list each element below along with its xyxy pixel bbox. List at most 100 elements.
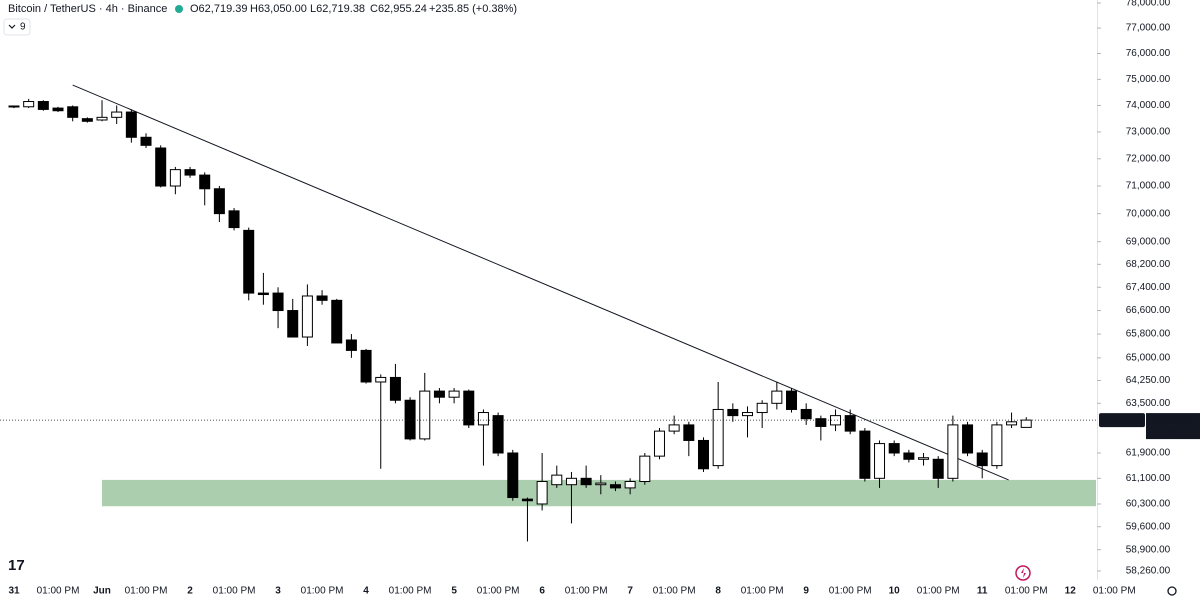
- candle-body: [742, 412, 753, 417]
- candle-body: [668, 424, 680, 432]
- y-tick-label: 76,000.00: [1126, 48, 1171, 59]
- status-dot: [175, 5, 183, 13]
- candle-body: [96, 116, 108, 121]
- x-tick-label: 01:00 PM: [37, 586, 80, 597]
- candle-body: [228, 210, 240, 229]
- candle-body: [903, 452, 915, 460]
- candle-body: [301, 295, 313, 338]
- candle-body: [257, 292, 269, 296]
- candle-body: [1006, 421, 1018, 426]
- candle-body: [507, 452, 519, 499]
- candle-body: [448, 390, 460, 398]
- x-tick-label: Jun: [93, 586, 111, 597]
- candle-body: [111, 111, 123, 118]
- y-tick-label: 77,000.00: [1126, 23, 1171, 34]
- candle-body: [683, 424, 695, 441]
- candle-body: [213, 188, 225, 215]
- candle-body: [389, 376, 401, 401]
- x-tick-label: 01:00 PM: [565, 586, 608, 597]
- candle-body: [830, 415, 842, 426]
- indicator-button[interactable]: [3, 18, 31, 36]
- candle-body: [37, 101, 49, 110]
- candle-body: [639, 455, 651, 483]
- candle-body: [815, 418, 827, 427]
- candle-body: [81, 118, 93, 122]
- indicator-toggle[interactable]: 9: [3, 18, 31, 36]
- y-tick-label: 61,900.00: [1126, 448, 1171, 459]
- x-tick-label: 01:00 PM: [829, 586, 872, 597]
- x-tick-label: 8: [715, 586, 721, 597]
- candle-body: [727, 408, 739, 417]
- y-tick-label: 72,000.00: [1126, 153, 1171, 164]
- candle-body: [918, 457, 930, 460]
- candle-body: [976, 452, 988, 467]
- candle-body: [243, 229, 255, 294]
- x-tick-label: 01:00 PM: [653, 586, 696, 597]
- candle-body: [169, 169, 181, 187]
- candle-body: [184, 169, 196, 176]
- y-tick-label: 64,250.00: [1126, 375, 1171, 386]
- candle-body: [1020, 419, 1032, 428]
- candle-body: [756, 402, 768, 414]
- candle-body: [962, 424, 974, 454]
- candle-body: [8, 105, 20, 108]
- x-tick-label: 01:00 PM: [1093, 586, 1136, 597]
- candle-body: [947, 424, 959, 479]
- x-tick-label: 01:00 PM: [389, 586, 432, 597]
- candle-body: [595, 482, 607, 486]
- trendline: [72, 84, 1009, 481]
- chevron: [8, 24, 16, 29]
- x-tick-label: 01:00 PM: [213, 586, 256, 597]
- candle-body: [287, 310, 299, 338]
- y-tick-label: 65,000.00: [1126, 353, 1171, 364]
- price-axis-border: [1097, 0, 1098, 580]
- ohlc-high: H63,050.00: [250, 3, 307, 15]
- candle-body: [23, 101, 35, 108]
- x-tick-label: 10: [889, 586, 901, 597]
- y-tick-label: 66,600.00: [1126, 305, 1171, 316]
- candle-body: [404, 399, 416, 440]
- candle-body: [125, 111, 137, 138]
- y-tick-label: 63,500.00: [1126, 398, 1171, 409]
- candle-body: [800, 408, 812, 420]
- y-tick-label: 73,000.00: [1126, 127, 1171, 138]
- candle-body: [771, 390, 783, 404]
- y-tick-label: 74,000.00: [1126, 100, 1171, 111]
- candle-body: [331, 299, 343, 344]
- y-tick-label: 68,200.00: [1126, 259, 1171, 270]
- x-tick-label: 9: [803, 586, 809, 597]
- x-tick-label: 01:00 PM: [1005, 586, 1048, 597]
- lightning-icon[interactable]: [1015, 565, 1031, 581]
- y-tick-label: 60,300.00: [1126, 499, 1171, 510]
- y-tick-label: 69,000.00: [1126, 236, 1171, 247]
- candle-body: [140, 136, 152, 146]
- candle-body: [653, 430, 665, 457]
- candle-body: [712, 408, 724, 467]
- candle-body: [609, 484, 621, 489]
- x-tick-label: 01:00 PM: [741, 586, 784, 597]
- candle-body: [551, 474, 563, 486]
- ohlc-close: C62,955.24: [370, 3, 427, 15]
- candle-body: [477, 412, 489, 426]
- x-tick-label: 11: [977, 586, 988, 597]
- y-tick-label: 71,000.00: [1126, 181, 1171, 192]
- y-tick-label: 59,600.00: [1126, 521, 1171, 532]
- candle-body: [272, 292, 284, 312]
- x-tick-label: 12: [1065, 586, 1077, 597]
- x-tick-label: 4: [363, 586, 369, 597]
- symbol-title: Bitcoin / TetherUS · 4h · Binance: [8, 3, 167, 15]
- x-tick-label: 7: [627, 586, 633, 597]
- x-tick-label: 6: [539, 586, 545, 597]
- x-tick-label: 01:00 PM: [917, 586, 960, 597]
- settings-icon[interactable]: [1167, 586, 1177, 596]
- price-tag: [1146, 413, 1200, 440]
- candle-body: [565, 477, 577, 486]
- candle-body: [199, 174, 211, 190]
- y-tick-label: 67,400.00: [1126, 282, 1171, 293]
- x-tick-label: 01:00 PM: [301, 586, 344, 597]
- y-tick-label: 58,260.00: [1126, 566, 1171, 577]
- candle-body: [874, 443, 886, 479]
- candle-body: [580, 477, 592, 486]
- candle-body: [375, 376, 387, 383]
